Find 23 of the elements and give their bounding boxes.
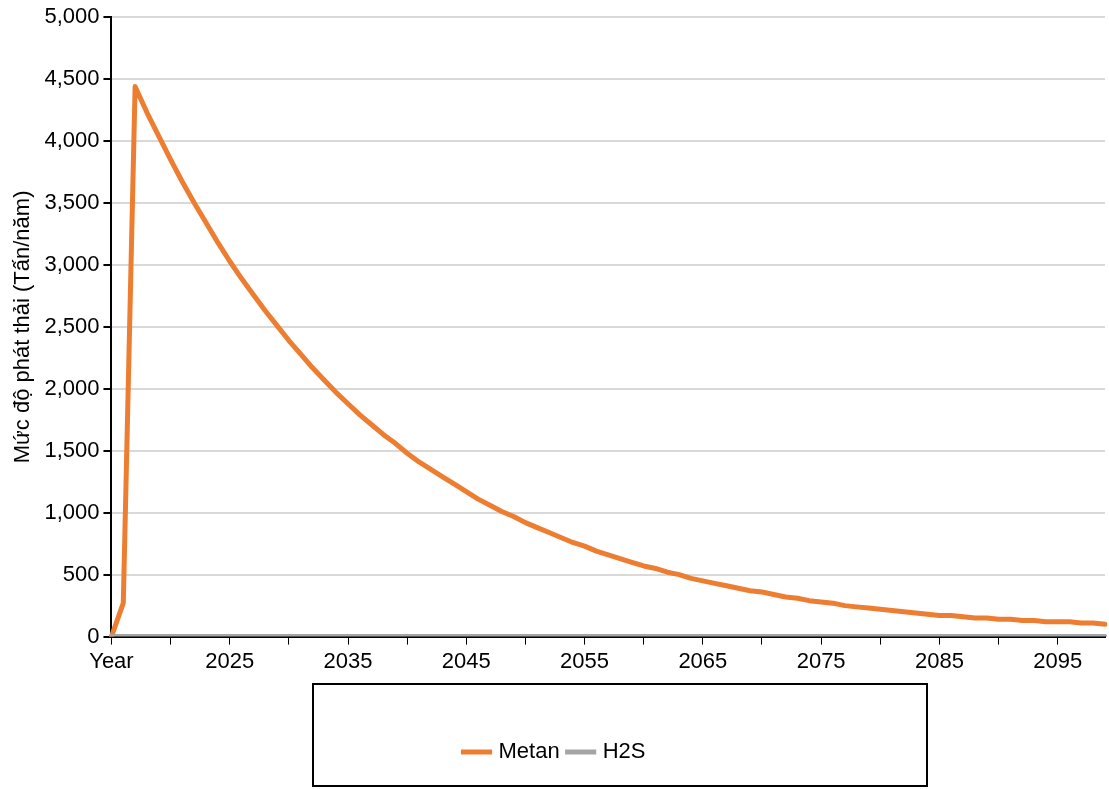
y-tick-label: 1,500 — [44, 436, 100, 462]
y-tick-label: 2,500 — [44, 312, 100, 338]
x-tick-label: 2045 — [441, 647, 491, 673]
y-tick-label: 0 — [87, 622, 100, 648]
x-tick-label: 2025 — [205, 647, 255, 673]
y-tick-label: 4,500 — [44, 65, 100, 91]
legend-label: H2S — [602, 738, 646, 764]
y-tick-label: 4,000 — [44, 127, 100, 153]
y-tick-label: 3,500 — [44, 189, 100, 215]
x-tick-label: 2075 — [796, 647, 846, 673]
y-axis-title: Mức độ phát thải (Tấn/năm) — [9, 190, 35, 464]
x-tick-label: Year — [89, 647, 134, 673]
y-tick-label: 500 — [62, 560, 100, 586]
y-tick-label: 1,000 — [44, 498, 100, 524]
x-tick-label: 2035 — [323, 647, 373, 673]
legend-label: Metan — [498, 738, 560, 764]
x-tick-label: 2065 — [678, 647, 728, 673]
x-tick-label: 2095 — [1033, 647, 1083, 673]
x-tick-label: 2055 — [560, 647, 610, 673]
y-tick-label: 3,000 — [44, 251, 100, 277]
y-tick-label: 2,000 — [44, 374, 100, 400]
x-tick-label: 2085 — [914, 647, 964, 673]
y-tick-label: 5,000 — [44, 3, 100, 29]
